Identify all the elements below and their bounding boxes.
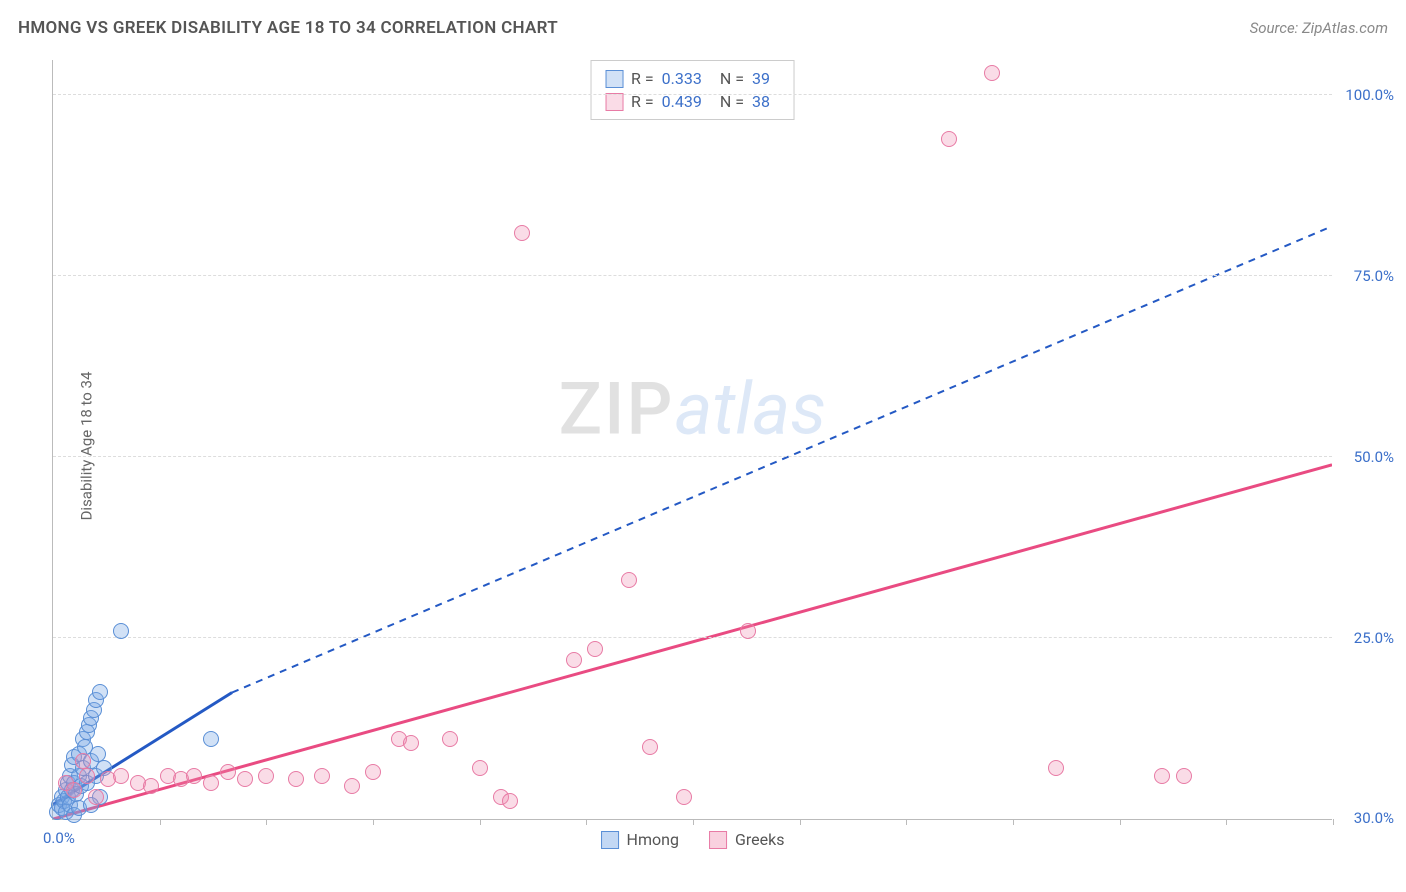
data-point	[92, 684, 108, 700]
x-tick	[586, 819, 587, 825]
trend-lines	[53, 60, 1332, 819]
data-point	[344, 778, 360, 794]
watermark-zip: ZIP	[559, 367, 675, 452]
r-value: 0.333	[662, 69, 702, 88]
x-tick	[266, 819, 267, 825]
chart-source: Source: ZipAtlas.com	[1250, 19, 1388, 37]
x-tick	[160, 819, 161, 825]
x-tick	[800, 819, 801, 825]
x-max-tick-label: 30.0%	[1354, 809, 1394, 827]
stats-row: R = 0.333 N = 39	[605, 67, 780, 90]
stats-legend-box: R =0.333N =39R =0.439N =38	[590, 60, 795, 120]
data-point	[237, 771, 253, 787]
data-point	[203, 731, 219, 747]
x-tick	[373, 819, 374, 825]
scatter-plot: ZIPatlas R =0.333N =39R =0.439N =38 0.0%…	[52, 60, 1332, 820]
chart-title: HMONG VS GREEK DISABILITY AGE 18 TO 34 C…	[18, 18, 558, 38]
series-legend: Hmong Greeks	[601, 830, 785, 849]
y-tick-label: 50.0%	[1354, 448, 1394, 466]
legend-label: Greeks	[735, 830, 785, 849]
gridline	[53, 456, 1332, 457]
x-tick	[1013, 819, 1014, 825]
data-point	[1176, 768, 1192, 784]
n-value: 39	[752, 69, 770, 88]
data-point	[288, 771, 304, 787]
data-point	[442, 731, 458, 747]
gridline	[53, 94, 1332, 95]
gridline	[53, 637, 1332, 638]
data-point	[472, 760, 488, 776]
data-point	[941, 131, 957, 147]
data-point	[258, 768, 274, 784]
y-tick-label: 100.0%	[1345, 86, 1394, 104]
data-point	[676, 789, 692, 805]
watermark: ZIPatlas	[559, 367, 827, 452]
data-point	[203, 775, 219, 791]
x-tick	[480, 819, 481, 825]
data-point	[587, 641, 603, 657]
data-point	[186, 768, 202, 784]
data-point	[1048, 760, 1064, 776]
data-point	[113, 768, 129, 784]
legend-swatch	[601, 831, 619, 849]
legend-label: Hmong	[627, 830, 679, 849]
x-origin-tick-label: 0.0%	[43, 829, 75, 847]
x-tick	[1226, 819, 1227, 825]
watermark-atlas: atlas	[674, 367, 826, 452]
data-point	[621, 572, 637, 588]
data-point	[314, 768, 330, 784]
trend-line	[53, 465, 1332, 819]
legend-item: Greeks	[709, 830, 785, 849]
chart-header: HMONG VS GREEK DISABILITY AGE 18 TO 34 C…	[18, 18, 1388, 38]
x-tick	[906, 819, 907, 825]
legend-item: Hmong	[601, 830, 679, 849]
trend-line-dashed	[232, 226, 1332, 692]
data-point	[365, 764, 381, 780]
legend-swatch	[605, 70, 623, 88]
data-point	[66, 782, 82, 798]
gridline	[53, 275, 1332, 276]
x-tick	[1333, 819, 1334, 825]
y-tick-label: 75.0%	[1354, 267, 1394, 285]
x-tick	[693, 819, 694, 825]
data-point	[403, 735, 419, 751]
r-label: R =	[631, 69, 654, 88]
data-point	[75, 753, 91, 769]
data-point	[514, 225, 530, 241]
data-point	[220, 764, 236, 780]
data-point	[984, 65, 1000, 81]
data-point	[502, 793, 518, 809]
data-point	[79, 768, 95, 784]
data-point	[642, 739, 658, 755]
data-point	[1154, 768, 1170, 784]
n-label: N =	[720, 69, 744, 88]
data-point	[113, 623, 129, 639]
data-point	[143, 778, 159, 794]
y-tick-label: 25.0%	[1354, 629, 1394, 647]
x-tick	[1120, 819, 1121, 825]
data-point	[740, 623, 756, 639]
data-point	[566, 652, 582, 668]
data-point	[88, 789, 104, 805]
legend-swatch	[709, 831, 727, 849]
